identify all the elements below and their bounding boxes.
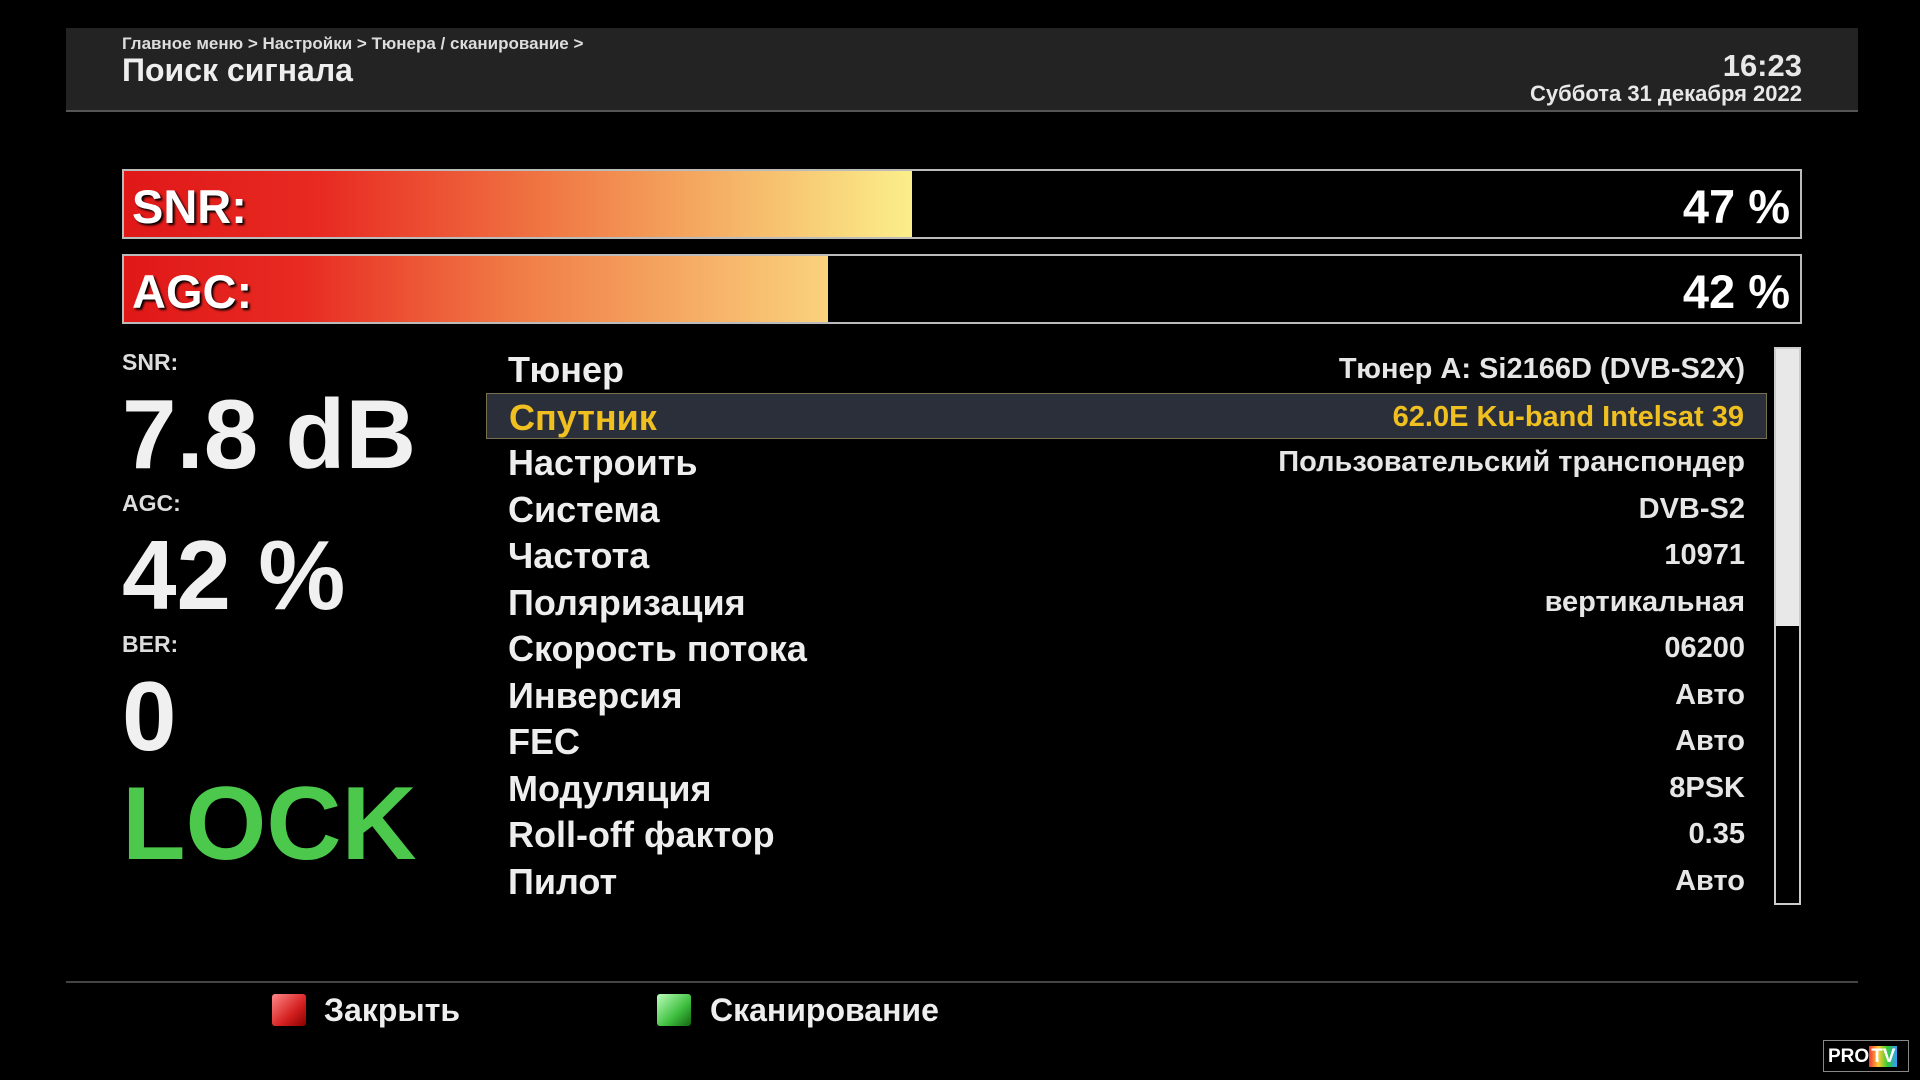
param-label: Спутник bbox=[509, 396, 657, 438]
param-value: Авто bbox=[1675, 725, 1745, 757]
param-value: Пользовательский транспондер bbox=[1278, 446, 1745, 478]
param-label: Модуляция bbox=[508, 767, 712, 809]
param-row[interactable]: Инверсия Авто bbox=[486, 672, 1767, 718]
param-label: Скорость потока bbox=[508, 628, 807, 669]
breadcrumb: Главное меню > Настройки > Тюнера / скан… bbox=[122, 34, 584, 53]
agc-label: AGC: bbox=[122, 490, 181, 516]
param-value: Тюнер A: Si2166D (DVB-S2X) bbox=[1338, 353, 1745, 385]
scan-button[interactable]: Сканирование bbox=[710, 992, 939, 1028]
param-row[interactable]: Спутник 62.0E Ku-band Intelsat 39 bbox=[486, 392, 1767, 439]
param-row[interactable]: Скорость потока 06200 bbox=[486, 625, 1767, 671]
param-row[interactable]: Тюнер Тюнер A: Si2166D (DVB-S2X) bbox=[486, 346, 1767, 392]
param-row[interactable]: Модуляция 8PSK bbox=[486, 765, 1767, 811]
param-row[interactable]: Roll-off фактор 0.35 bbox=[486, 811, 1767, 857]
scrollbar-thumb[interactable] bbox=[1776, 349, 1799, 626]
page-title: Поиск сигнала bbox=[122, 52, 353, 88]
param-row[interactable]: Частота 10971 bbox=[486, 532, 1767, 578]
param-label: Инверсия bbox=[508, 674, 683, 716]
param-row[interactable]: Пилот Авто bbox=[486, 858, 1767, 904]
ber-value: 0 bbox=[122, 661, 177, 771]
agc-bar: AGC: 42 % bbox=[122, 254, 1802, 324]
scrollbar[interactable] bbox=[1774, 347, 1801, 905]
param-value: 06200 bbox=[1664, 632, 1745, 664]
clock-time: 16:23 bbox=[1722, 48, 1802, 83]
param-row[interactable]: Поляризация вертикальная bbox=[486, 579, 1767, 625]
agc-bar-label: AGC: bbox=[132, 265, 253, 318]
agc-bar-fill bbox=[124, 256, 828, 322]
agc-value: 42 % bbox=[122, 520, 346, 630]
snr-bar-fill bbox=[124, 171, 912, 237]
red-key-icon bbox=[272, 994, 306, 1026]
param-value: Авто bbox=[1675, 678, 1745, 711]
snr-value: 7.8 dB bbox=[122, 379, 417, 489]
param-label: FEC bbox=[508, 721, 580, 762]
green-key-icon bbox=[657, 994, 691, 1026]
param-label: Система bbox=[508, 488, 660, 530]
param-label: Roll-off фактор bbox=[508, 814, 775, 855]
param-row[interactable]: Настроить Пользовательский транспондер bbox=[486, 439, 1767, 485]
param-value: Авто bbox=[1675, 864, 1745, 897]
param-value: 0.35 bbox=[1688, 818, 1745, 850]
lock-status: LOCK bbox=[122, 766, 417, 882]
param-label: Настроить bbox=[508, 442, 698, 483]
snr-label: SNR: bbox=[122, 349, 179, 375]
param-row[interactable]: FEC Авто bbox=[486, 718, 1767, 764]
snr-bar-label: SNR: bbox=[132, 180, 247, 233]
param-value: DVB-S2 bbox=[1638, 492, 1745, 525]
snr-bar: SNR: 47 % bbox=[122, 169, 1802, 239]
header-bar: Главное меню > Настройки > Тюнера / скан… bbox=[66, 28, 1858, 112]
close-button[interactable]: Закрыть bbox=[324, 992, 461, 1028]
param-value: 62.0E Ku-band Intelsat 39 bbox=[1392, 400, 1744, 433]
param-value: 8PSK bbox=[1669, 771, 1745, 804]
param-label: Пилот bbox=[508, 860, 618, 902]
ber-label: BER: bbox=[122, 631, 179, 657]
param-row[interactable]: Система DVB-S2 bbox=[486, 486, 1767, 532]
param-label: Поляризация bbox=[508, 581, 746, 623]
snr-bar-percent: 47 % bbox=[1682, 180, 1790, 233]
param-label: Частота bbox=[508, 535, 650, 576]
footer-divider bbox=[66, 981, 1858, 983]
agc-bar-percent: 42 % bbox=[1682, 265, 1790, 318]
watermark-logo: PRO TV bbox=[1823, 1040, 1909, 1072]
param-label: Тюнер bbox=[508, 349, 625, 390]
param-value: вертикальная bbox=[1544, 585, 1745, 618]
param-value: 10971 bbox=[1664, 539, 1745, 571]
clock-date: Суббота 31 декабря 2022 bbox=[1530, 81, 1802, 106]
